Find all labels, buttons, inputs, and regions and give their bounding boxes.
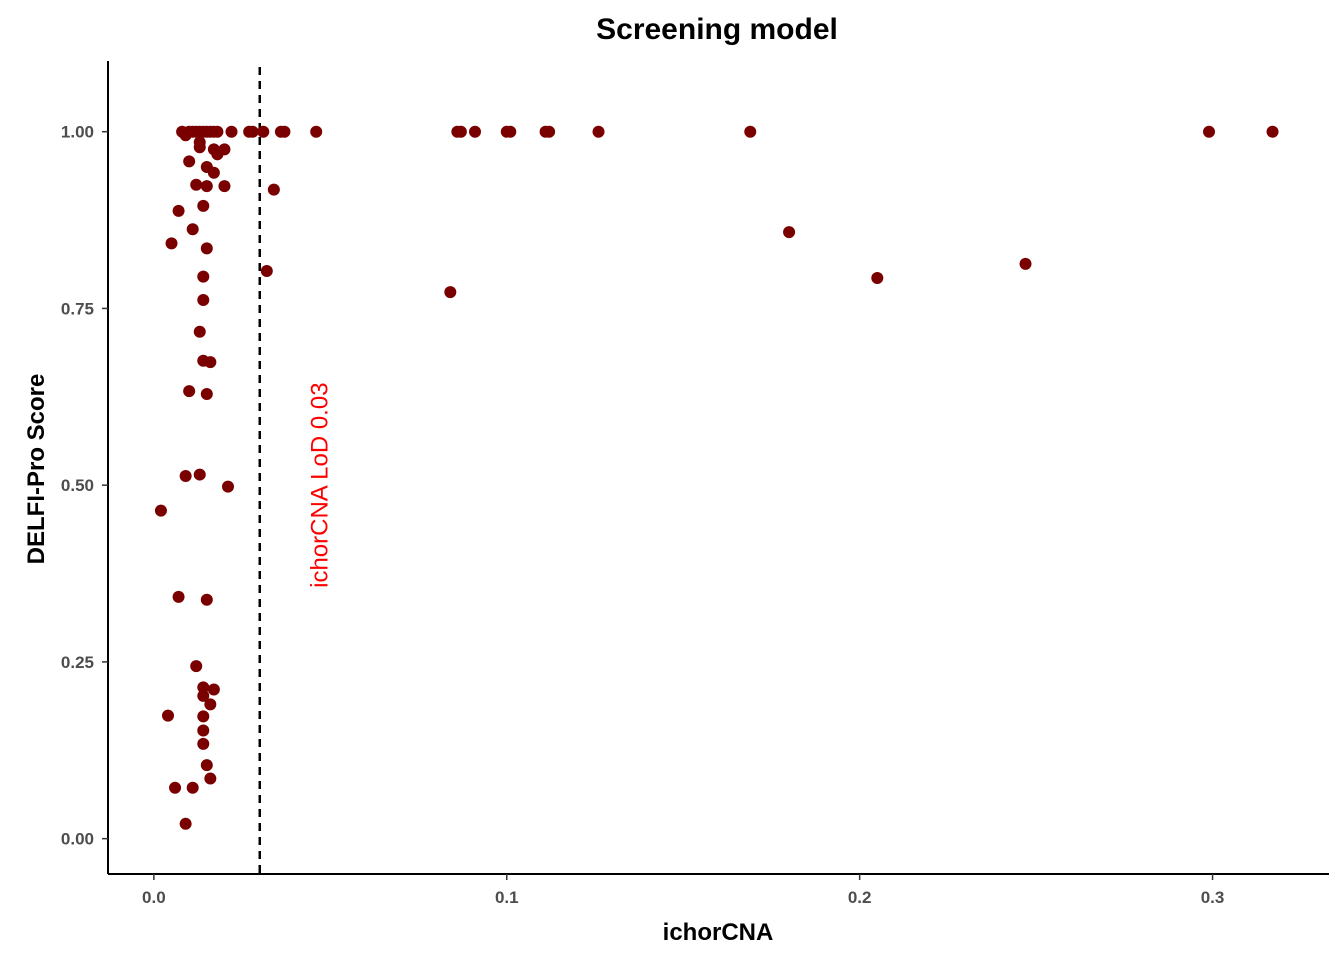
data-point <box>211 125 224 138</box>
y-tick-label: 0.25 <box>61 653 94 672</box>
data-point <box>169 781 182 794</box>
data-point <box>183 155 196 168</box>
data-point <box>592 125 605 138</box>
x-tick-label: 0.0 <box>142 888 166 907</box>
data-point <box>197 737 210 750</box>
data-point <box>193 468 206 481</box>
data-point <box>267 183 280 196</box>
data-point <box>200 387 213 400</box>
y-tick-label: 0.50 <box>61 476 94 495</box>
chart-title: Screening model <box>596 13 838 46</box>
data-point <box>543 125 556 138</box>
data-point <box>871 272 884 285</box>
data-point <box>218 180 231 193</box>
data-point <box>278 125 291 138</box>
data-point <box>444 286 457 299</box>
data-point <box>190 660 203 673</box>
data-point <box>260 264 273 277</box>
x-tick-label: 0.2 <box>848 888 872 907</box>
data-point <box>504 125 517 138</box>
points-group <box>154 125 1279 830</box>
y-axis: 0.00 0.25 0.50 0.75 1.00 <box>61 61 109 874</box>
data-point <box>161 709 174 722</box>
data-point <box>197 293 210 306</box>
x-axis-title: ichorCNA <box>663 919 774 946</box>
data-point <box>783 226 796 239</box>
data-point <box>454 125 467 138</box>
data-point <box>183 385 196 398</box>
data-point <box>193 141 206 154</box>
data-point <box>190 178 203 191</box>
data-point <box>197 270 210 283</box>
data-point <box>200 593 213 606</box>
data-point <box>197 681 210 694</box>
data-point <box>225 125 238 138</box>
y-tick-label: 0.75 <box>61 299 94 318</box>
data-point <box>207 683 220 696</box>
data-point <box>221 480 234 493</box>
lod-annotation: ichorCNA LoD 0.03 <box>307 382 334 587</box>
x-tick-label: 0.3 <box>1201 888 1225 907</box>
data-point <box>197 199 210 212</box>
data-point <box>246 125 259 138</box>
data-point <box>179 817 192 830</box>
data-point <box>179 469 192 482</box>
data-point <box>197 710 210 723</box>
data-point <box>310 125 323 138</box>
data-point <box>204 356 217 369</box>
data-point <box>172 590 185 603</box>
data-point <box>200 242 213 255</box>
data-point <box>207 166 220 179</box>
data-point <box>186 781 199 794</box>
data-point <box>1203 125 1216 138</box>
data-point <box>197 689 210 702</box>
y-tick-label: 0.00 <box>61 830 94 849</box>
data-point <box>257 125 270 138</box>
data-point <box>172 204 185 217</box>
y-axis-title: DELFI-Pro Score <box>23 374 50 565</box>
x-axis: 0.0 0.1 0.2 0.3 <box>108 873 1329 907</box>
data-point <box>200 180 213 193</box>
data-point <box>744 125 757 138</box>
x-tick-label: 0.1 <box>495 888 519 907</box>
data-point <box>193 325 206 338</box>
data-point <box>165 237 178 250</box>
data-point <box>186 223 199 236</box>
data-point <box>204 772 217 785</box>
data-point <box>211 148 224 161</box>
data-point <box>204 698 217 711</box>
data-point <box>197 724 210 737</box>
data-point <box>469 125 482 138</box>
y-tick-label: 1.00 <box>61 123 94 142</box>
data-point <box>1019 257 1032 270</box>
data-point <box>200 759 213 772</box>
data-point <box>154 504 167 517</box>
data-point <box>1266 125 1279 138</box>
